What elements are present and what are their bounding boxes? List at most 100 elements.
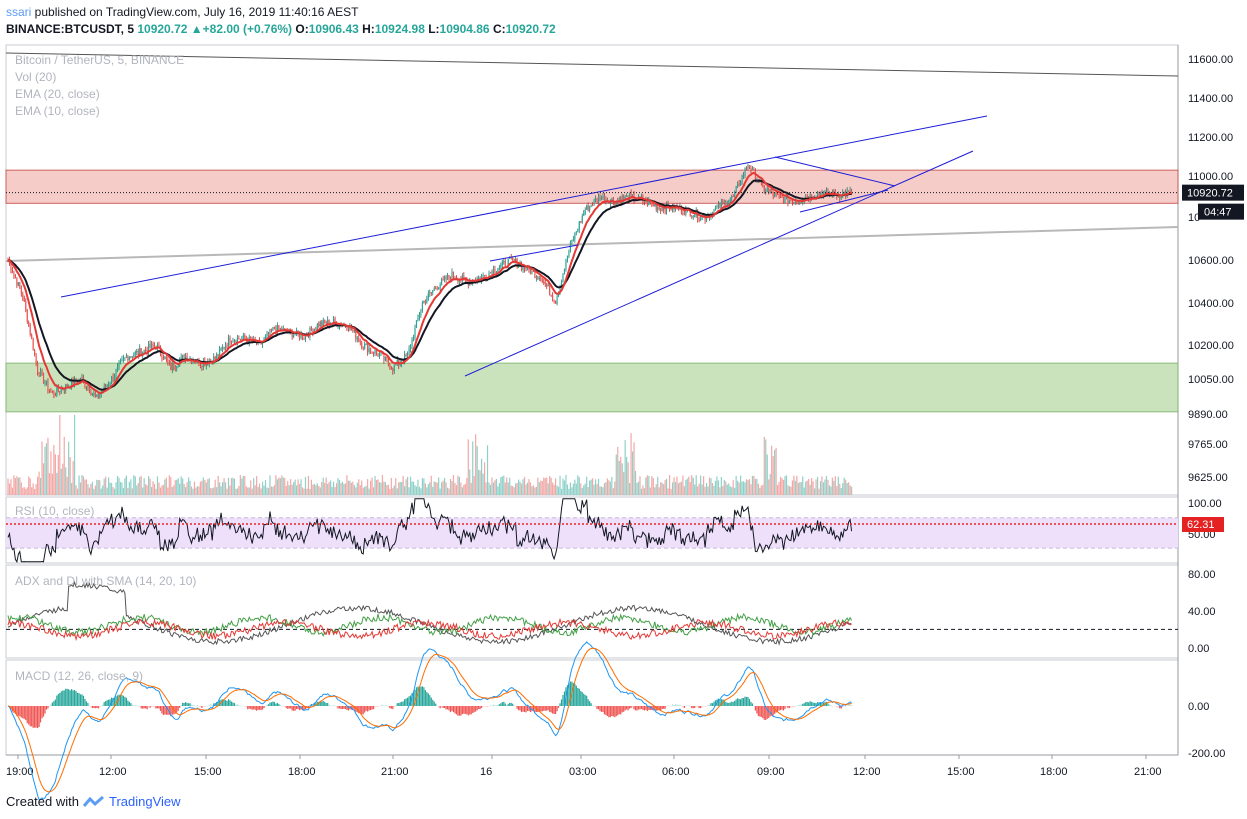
volume-bar (32, 483, 34, 495)
candle-body (316, 323, 318, 330)
macd-hist-bar (531, 706, 533, 712)
candle-body (816, 193, 819, 198)
volume-bar (170, 477, 172, 495)
volume-bar (7, 478, 9, 495)
volume-bar (711, 483, 714, 495)
volume-bar (842, 483, 844, 495)
macd-hist-bar (130, 703, 132, 706)
candle-body (652, 203, 654, 207)
candle-body (412, 337, 415, 340)
volume-bar (79, 482, 82, 495)
volume-bar (22, 487, 24, 495)
macd-hist-bar (560, 699, 563, 706)
author-name[interactable]: ssari (6, 5, 32, 19)
volume-bar (291, 484, 293, 495)
tradingview-brand[interactable]: TradingView (108, 794, 181, 809)
candle-body (624, 196, 626, 200)
macd-hist-bar (297, 706, 299, 710)
volume-bar (263, 485, 265, 495)
macd-hist-bar (393, 706, 395, 708)
volume-bar (685, 479, 687, 495)
candle-body (372, 351, 375, 354)
adx-legend[interactable]: ADX and DI with SMA (14, 20, 10) (15, 574, 197, 588)
candle-body (23, 298, 25, 302)
candle-body (552, 295, 554, 300)
macd-legend[interactable]: MACD (12, 26, close, 9) (15, 669, 144, 683)
volume-bar (152, 481, 154, 495)
macd-hist-bar (201, 706, 203, 708)
legend-ema10[interactable]: EMA (10, close) (15, 104, 100, 118)
candle-body (572, 239, 574, 241)
candle-body (321, 321, 323, 326)
candle-body (523, 265, 526, 269)
candle-body (623, 196, 625, 200)
adx-axis-tick: 80.00 (1188, 569, 1216, 581)
volume-bar (837, 476, 839, 495)
macd-signal-line (7, 647, 852, 793)
macd-hist-bar (791, 706, 793, 708)
volume-bar (566, 484, 569, 495)
macd-hist-bar (731, 701, 733, 706)
macd-hist-bar (538, 706, 540, 712)
candle-body (489, 272, 492, 274)
legend-ema20[interactable]: EMA (20, close) (15, 87, 100, 101)
candle-body (611, 198, 613, 201)
macd-hist-bar (723, 699, 725, 706)
macd-hist-bar (421, 686, 423, 706)
volume-bar (609, 481, 611, 495)
candle-body (146, 350, 148, 353)
macd-hist-bar (288, 706, 290, 709)
volume-bar (492, 482, 495, 495)
macd-hist-bar (827, 703, 829, 706)
macd-hist-bar (168, 706, 170, 715)
volume-bar (202, 477, 204, 495)
legend-volume[interactable]: Vol (20) (15, 70, 57, 84)
macd-hist-bar (513, 705, 515, 706)
price-axis-tick: 10050.00 (1188, 374, 1234, 386)
rsi-legend[interactable]: RSI (10, close) (15, 504, 95, 518)
macd-hist-bar (398, 703, 400, 706)
macd-hist-bar (777, 706, 779, 712)
macd-hist-bar (540, 706, 542, 712)
candle-body (294, 334, 296, 336)
macd-hist-bar (267, 704, 270, 706)
candle-body (131, 356, 133, 358)
macd-hist-bar (740, 699, 742, 706)
volume-bar (97, 479, 99, 495)
macd-hist-bar (266, 704, 268, 706)
volume-bar (640, 488, 643, 495)
price-axis-tick: 10600.00 (1188, 255, 1234, 267)
macd-hist-bar (689, 706, 691, 708)
macd-hist-bar (806, 701, 808, 706)
legend-symbol[interactable]: Bitcoin / TetherUS, 5, BINANCE (15, 53, 185, 67)
volume-bar (621, 463, 623, 495)
macd-hist-bar (290, 706, 292, 709)
candle-body (301, 334, 304, 339)
macd-hist-bar (793, 706, 795, 708)
candle-body (430, 292, 432, 294)
macd-hist-bar (39, 706, 42, 723)
macd-hist-bar (389, 706, 391, 709)
candle-body (596, 199, 598, 203)
candle-body (276, 325, 278, 333)
macd-hist-bar (663, 706, 665, 709)
macd-hist-bar (646, 706, 648, 711)
volume-bar (791, 480, 793, 495)
macd-hist-bar (584, 694, 586, 706)
di-plus-line (7, 612, 853, 638)
time-axis-tick: 06:00 (662, 766, 690, 778)
candle-body (236, 337, 238, 343)
publish-line: ssari published on TradingView.com, July… (6, 5, 358, 19)
volume-bar (688, 476, 690, 495)
macd-hist-bar (59, 693, 61, 706)
candle-body (309, 327, 311, 337)
candle-body (777, 194, 779, 196)
macd-hist-bar (347, 706, 349, 711)
volume-bar (568, 488, 570, 495)
volume-bar (611, 476, 613, 495)
volume-bar (572, 483, 574, 495)
macd-hist-bar (444, 706, 446, 708)
candle-body (793, 202, 795, 204)
macd-hist-bar (137, 706, 139, 707)
